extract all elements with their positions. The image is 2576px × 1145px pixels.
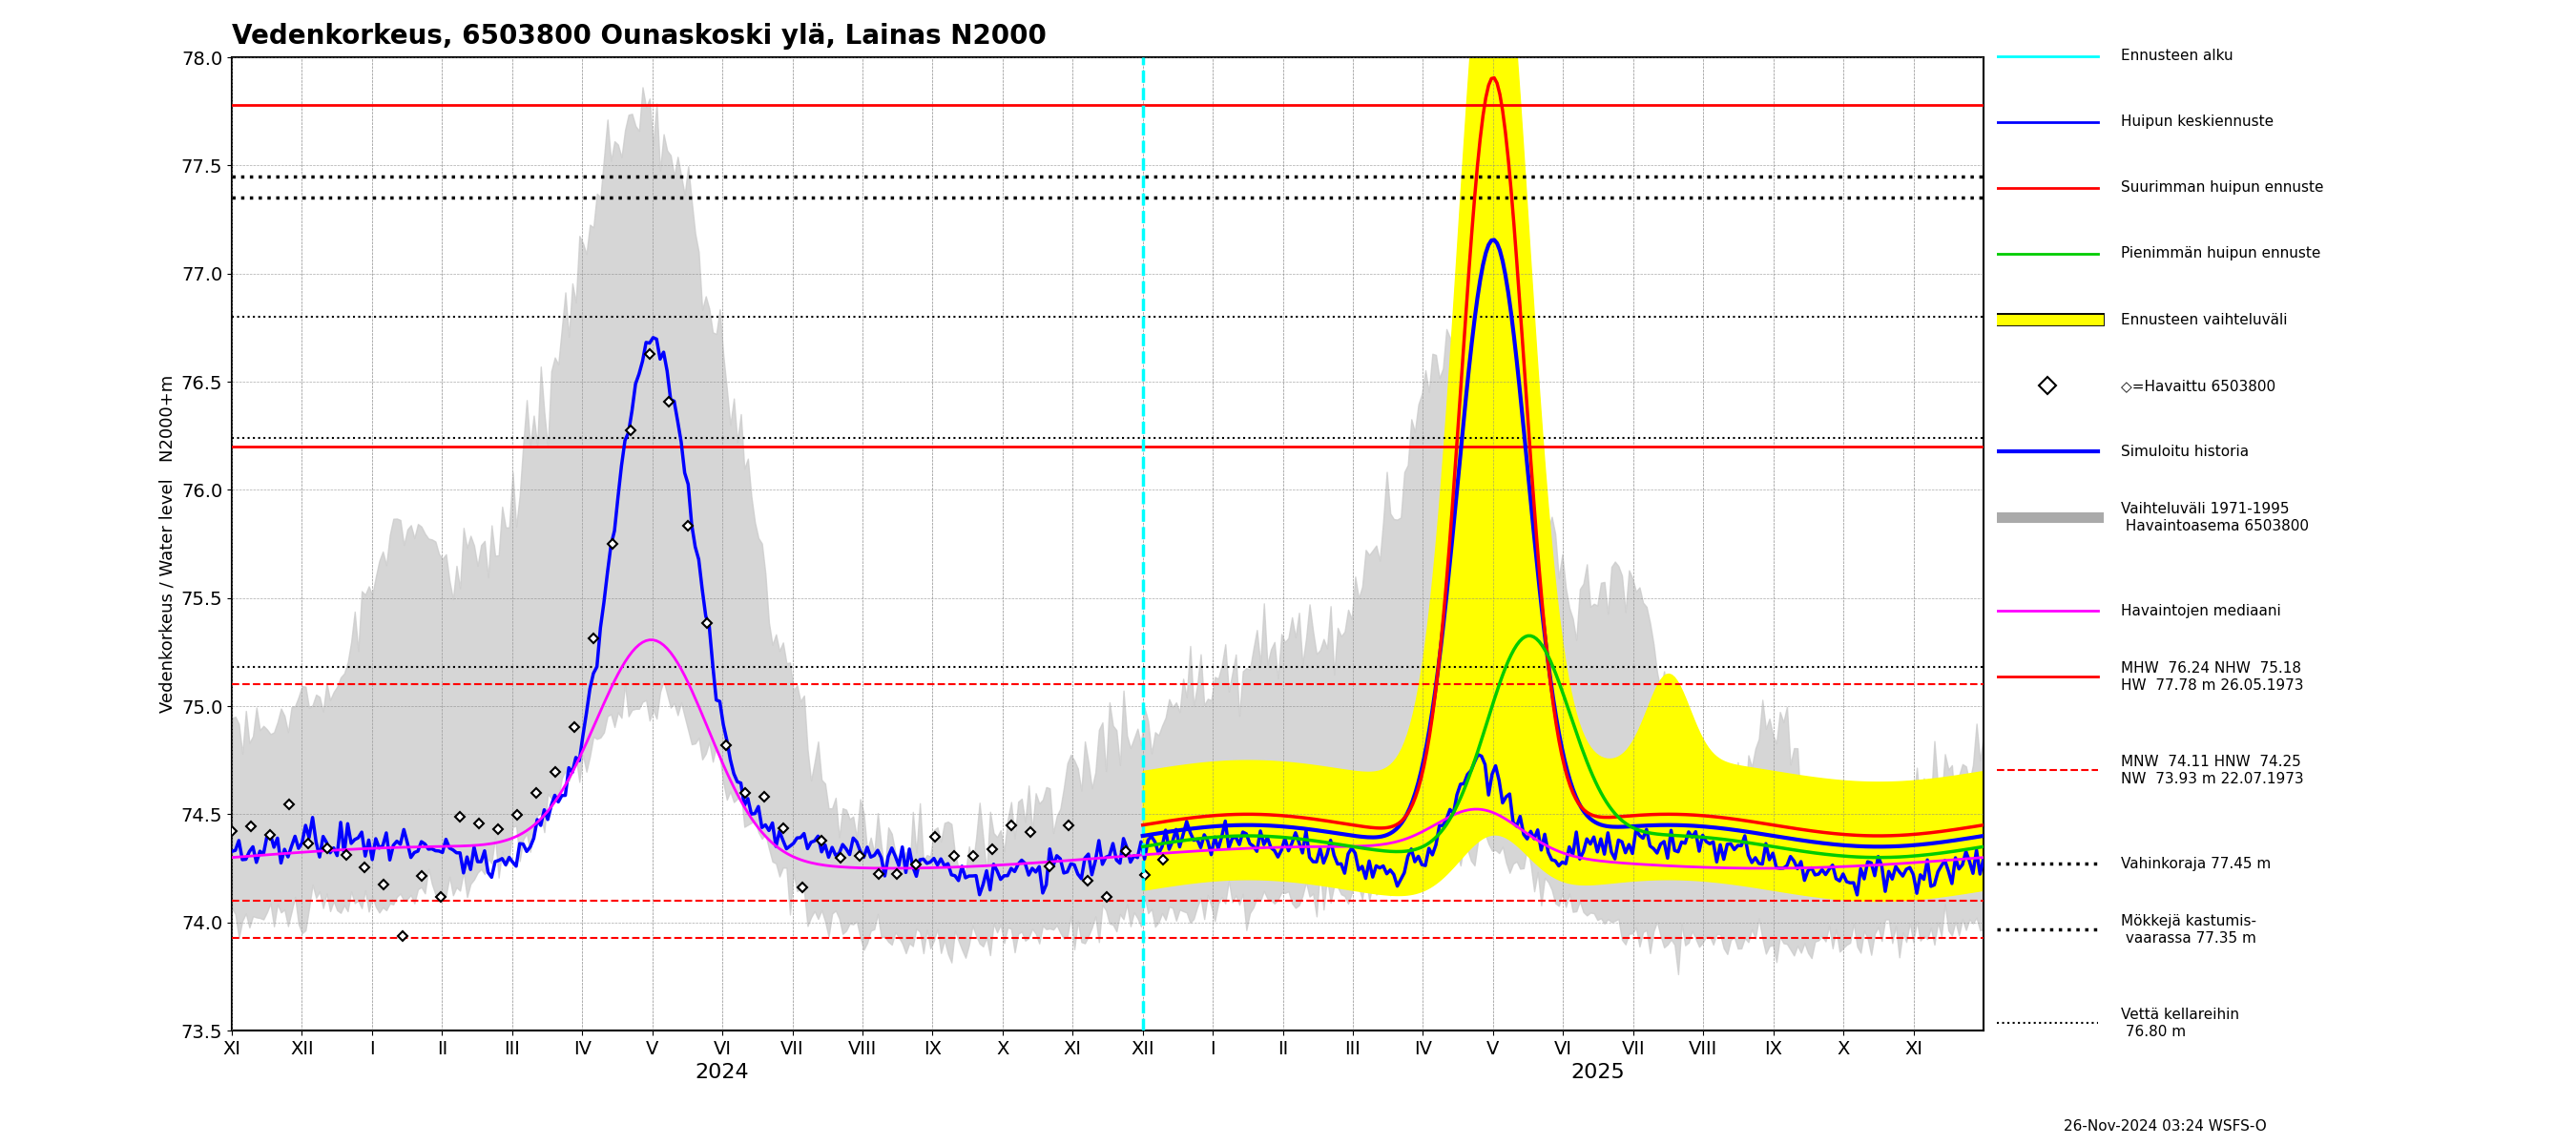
Text: 26-Nov-2024 03:24 WSFS-O: 26-Nov-2024 03:24 WSFS-O — [2063, 1120, 2267, 1134]
Text: Pienimmän huipun ennuste: Pienimmän huipun ennuste — [2120, 246, 2321, 261]
Text: Vettä kellareihin
 76.80 m: Vettä kellareihin 76.80 m — [2120, 1008, 2239, 1039]
Text: Ennusteen alku: Ennusteen alku — [2120, 49, 2233, 63]
Text: Mökkejä kastumis-
 vaarassa 77.35 m: Mökkejä kastumis- vaarassa 77.35 m — [2120, 915, 2257, 946]
Text: Havaintojen mediaani: Havaintojen mediaani — [2120, 603, 2282, 618]
Text: Vahinkoraja 77.45 m: Vahinkoraja 77.45 m — [2120, 856, 2272, 871]
Text: MNW  74.11 HNW  74.25
NW  73.93 m 22.07.1973: MNW 74.11 HNW 74.25 NW 73.93 m 22.07.197… — [2120, 755, 2303, 785]
Text: Suurimman huipun ennuste: Suurimman huipun ennuste — [2120, 181, 2324, 195]
Text: MHW  76.24 NHW  75.18
HW  77.78 m 26.05.1973: MHW 76.24 NHW 75.18 HW 77.78 m 26.05.197… — [2120, 662, 2303, 693]
Text: 2025: 2025 — [1571, 1063, 1625, 1082]
Text: Simuloitu historia: Simuloitu historia — [2120, 444, 2249, 459]
Text: Huipun keskiennuste: Huipun keskiennuste — [2120, 114, 2275, 129]
Text: Vedenkorkeus, 6503800 Ounaskoski ylä, Lainas N2000: Vedenkorkeus, 6503800 Ounaskoski ylä, La… — [232, 23, 1046, 49]
Text: 2024: 2024 — [696, 1063, 750, 1082]
Text: Vaihteluväli 1971-1995
 Havaintoasema 6503800: Vaihteluväli 1971-1995 Havaintoasema 650… — [2120, 503, 2308, 534]
Y-axis label: Vedenkorkeus / Water level   N2000+m: Vedenkorkeus / Water level N2000+m — [160, 374, 175, 713]
Text: ◇=Havaittu 6503800: ◇=Havaittu 6503800 — [2120, 379, 2275, 393]
Text: Ennusteen vaihteluväli: Ennusteen vaihteluväli — [2120, 313, 2287, 326]
